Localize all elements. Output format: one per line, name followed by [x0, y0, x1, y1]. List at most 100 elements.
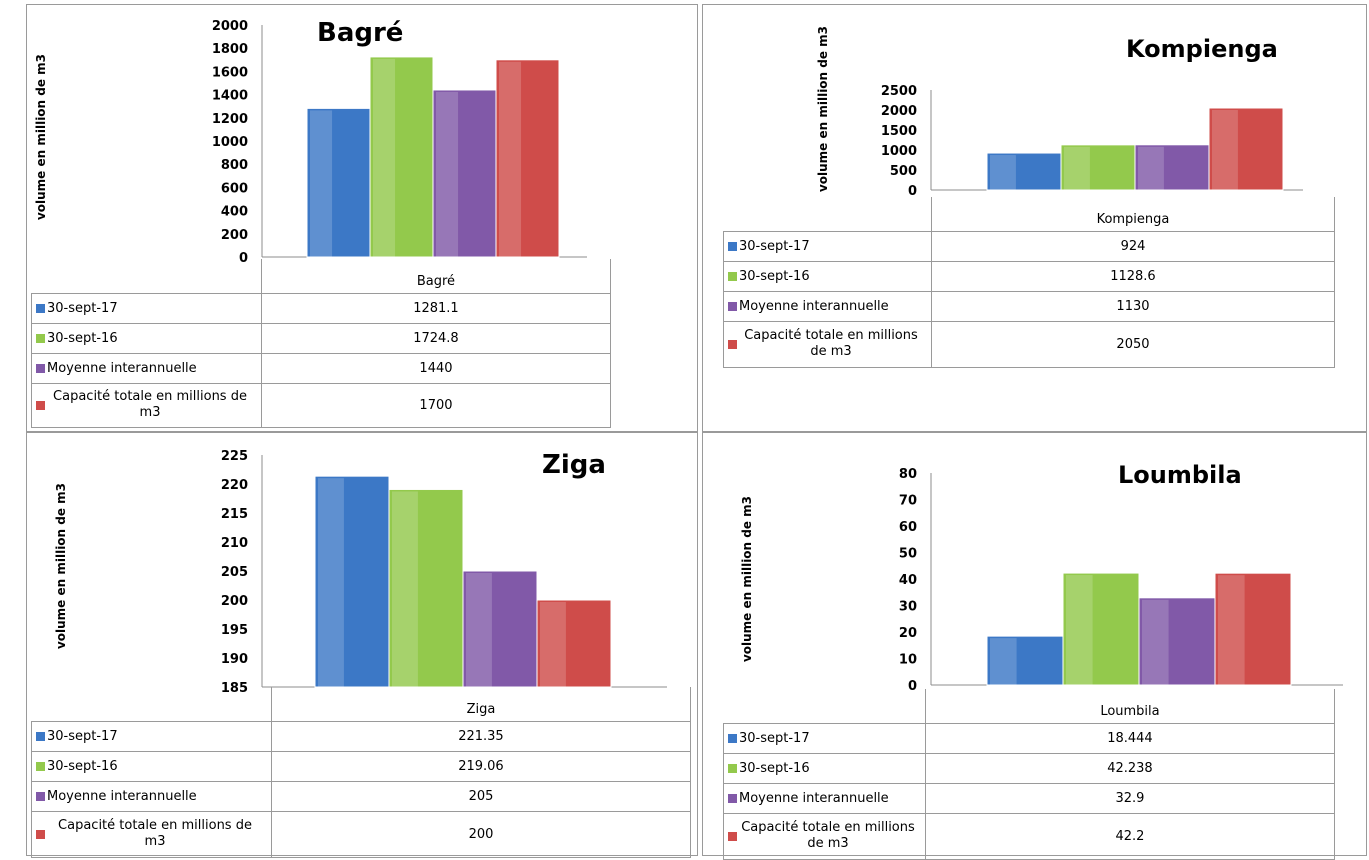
legend-swatch: [728, 763, 737, 773]
bar-4: [495, 59, 560, 258]
series-label-text: 30-sept-16: [47, 758, 118, 774]
y-tick-label: 1500: [881, 124, 917, 139]
series-label: Capacité totale en millions de m3: [723, 812, 926, 860]
bar-rect: [462, 570, 538, 688]
series-label-text: 30-sept-16: [739, 268, 810, 284]
value-cell: 205: [270, 780, 692, 812]
legend-swatch: [728, 241, 737, 251]
y-tick-label: 2000: [212, 19, 248, 34]
series-label-text: 30-sept-17: [739, 730, 810, 746]
bar-highlight: [1142, 599, 1169, 685]
bar-2: [1060, 144, 1136, 191]
value-cell: 42.238: [924, 752, 1336, 784]
y-tick-label: 60: [899, 520, 917, 535]
bar-highlight: [1064, 146, 1090, 190]
chart-panel-kompienga: volume en million de m3 Kompienga 2500 2000…: [702, 4, 1367, 432]
series-label-text: 30-sept-16: [739, 760, 810, 776]
series-label: 30-sept-16: [31, 750, 272, 782]
y-axis-label: volume en million de m3: [54, 483, 68, 649]
chart-panel-loumbila: volume en million de m3 Loumbila 80 70 60 50 4…: [702, 432, 1367, 860]
legend-swatch: [728, 793, 737, 803]
bar-highlight: [1212, 110, 1238, 190]
y-tick-label: 190: [221, 652, 248, 667]
y-tick-label: 1000: [881, 144, 917, 159]
y-tick-label: 1000: [212, 135, 248, 150]
y-tick-label: 0: [908, 184, 917, 199]
bar-rect: [986, 152, 1062, 191]
y-tick-label: 600: [221, 181, 248, 196]
series-label: Capacité totale en millions de m3: [31, 382, 262, 428]
series-label: Moyenne interannuelle: [723, 290, 932, 322]
y-tick-label: 225: [221, 449, 248, 464]
chart-title: Kompienga: [1126, 35, 1278, 63]
y-tick-label: 500: [890, 164, 917, 179]
value-cell: 18.444: [924, 722, 1336, 754]
value-cell: 2050: [930, 320, 1336, 368]
y-tick-label: 200: [221, 594, 248, 609]
series-label-text: Capacité totale en millions de m3: [53, 389, 247, 420]
y-tick-label: 0: [239, 251, 248, 266]
bar-rect: [306, 107, 371, 258]
data-table-ziga: Ziga 30-sept-17 221.35 30-sept-16 219.06 Moye…: [31, 687, 692, 858]
y-tick-label: 70: [899, 494, 917, 509]
bar-1: [306, 107, 371, 258]
value-cell: 1700: [260, 382, 612, 428]
legend-swatch: [728, 301, 737, 311]
bar-rect: [1208, 107, 1284, 191]
table-row: Capacité totale en millions de m3 1700: [31, 382, 612, 428]
bar-highlight: [499, 61, 522, 257]
data-table-bagre: Bagré 30-sept-17 1281.1 30-sept-16 1724.8 Moy…: [31, 259, 612, 428]
value-cell: 32.9: [924, 782, 1336, 814]
value-cell: 1724.8: [260, 322, 612, 354]
bar-2: [388, 488, 464, 688]
table-header-row: Bagré: [32, 259, 612, 294]
legend-swatch: [728, 733, 737, 743]
y-tick-label: 220: [221, 478, 248, 493]
series-label: Capacité totale en millions de m3: [31, 810, 272, 858]
chart-svg-loumbila: volume en million de m3 Loumbila 80 70 60 50 4…: [740, 461, 1343, 694]
bar-rect: [432, 89, 497, 258]
chart-svg-ziga: volume en million de m3 Ziga 225 220 215 210 2…: [54, 449, 667, 696]
bar-highlight: [310, 110, 333, 258]
y-tick-label: 10: [899, 653, 917, 668]
bar-rect: [314, 475, 390, 688]
legend-swatch: [728, 271, 737, 281]
bar-rect: [1062, 572, 1140, 686]
bar-2: [369, 56, 434, 258]
y-tick-label: 1200: [212, 112, 248, 127]
series-label-text: Moyenne interannuelle: [47, 788, 197, 804]
bar-rect: [1134, 144, 1210, 191]
bar-4: [1208, 107, 1284, 191]
bar-highlight: [540, 602, 566, 687]
series-label: Moyenne interannuelle: [723, 782, 926, 814]
bar-4: [536, 599, 612, 688]
series-label-text: 30-sept-17: [739, 238, 810, 254]
bar-highlight: [436, 91, 459, 258]
bar-rect: [536, 599, 612, 688]
value-cell: 1281.1: [260, 292, 612, 324]
bar-2: [1062, 572, 1140, 686]
table-header-row: Ziga: [32, 687, 692, 722]
series-label: Moyenne interannuelle: [31, 780, 272, 812]
category-label: Loumbila: [924, 689, 1336, 724]
y-tick-label: 1600: [212, 65, 248, 80]
series-label: 30-sept-16: [31, 322, 262, 354]
legend-swatch: [36, 333, 45, 343]
bar-highlight: [318, 478, 344, 687]
bar-highlight: [1218, 575, 1245, 685]
series-label-text: 30-sept-17: [47, 300, 118, 316]
series-label-text: 30-sept-17: [47, 728, 118, 744]
legend-swatch: [36, 791, 45, 801]
legend-swatch: [728, 831, 737, 841]
legend-swatch: [36, 400, 45, 410]
table-row: 30-sept-16 42.238: [723, 752, 1336, 784]
table-header-row: Kompienga: [724, 197, 1336, 232]
value-cell: 219.06: [270, 750, 692, 782]
data-table-kompienga: Kompienga 30-sept-17 924 30-sept-16 1128.6 Mo…: [723, 197, 1336, 368]
series-label-text: Capacité totale en millions de m3: [741, 820, 915, 851]
bar-rect: [1138, 597, 1216, 686]
table-corner: [32, 687, 272, 721]
table-corner: [32, 259, 262, 293]
table-row: 30-sept-17 924: [723, 230, 1336, 262]
series-label: 30-sept-17: [723, 230, 932, 262]
